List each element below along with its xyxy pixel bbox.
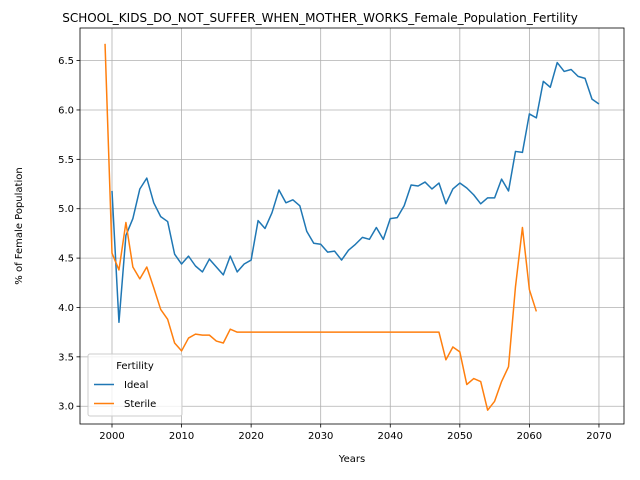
legend-title: Fertility bbox=[116, 361, 154, 372]
series-line-sterile bbox=[104, 43, 538, 411]
x-tick-label: 2030 bbox=[308, 431, 333, 442]
legend-items: Ideal Sterile bbox=[94, 380, 156, 410]
x-tick-label: 2020 bbox=[238, 431, 263, 442]
x-tick-label: 2000 bbox=[99, 431, 124, 442]
y-tick-label: 3.5 bbox=[58, 352, 74, 363]
y-tick-label: 6.5 bbox=[58, 56, 74, 67]
legend-label: Ideal bbox=[124, 380, 148, 391]
plot-frame bbox=[79, 27, 625, 425]
y-tick-label: 4.0 bbox=[58, 303, 74, 314]
y-tick-label: 5.5 bbox=[58, 155, 74, 166]
x-tick-label: 2050 bbox=[447, 431, 472, 442]
x-tick-label: 2060 bbox=[517, 431, 542, 442]
y-tick-label: 6.0 bbox=[58, 105, 74, 116]
legend-label: Sterile bbox=[124, 399, 156, 410]
x-tick-label: 2040 bbox=[378, 431, 403, 442]
y-tick-label: 5.0 bbox=[58, 204, 74, 215]
y-tick-label: 4.5 bbox=[58, 254, 74, 265]
series-lines bbox=[104, 43, 600, 411]
series-line-ideal bbox=[111, 61, 600, 324]
x-tick-label: 2070 bbox=[586, 431, 611, 442]
legend-box bbox=[87, 353, 183, 417]
x-tick-label: 2010 bbox=[169, 431, 194, 442]
y-tick-label: 3.0 bbox=[58, 402, 74, 413]
y-axis-label: % of Female Population bbox=[14, 167, 25, 284]
x-axis-label: Years bbox=[338, 454, 365, 465]
chart-title: SCHOOL_KIDS_DO_NOT_SUFFER_WHEN_MOTHER_WO… bbox=[62, 11, 578, 25]
legend: Fertility Ideal Sterile bbox=[87, 353, 183, 417]
axis-ticks: 2000 2010 2020 2030 2040 2050 2060 2070 3.0 3.5 4.… bbox=[58, 56, 612, 442]
